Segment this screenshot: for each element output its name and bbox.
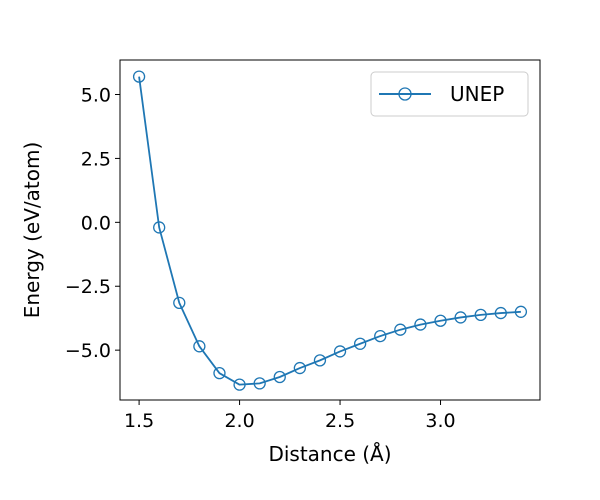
- legend-box: [370, 71, 529, 117]
- series-line: [138, 76, 521, 386]
- y-tick-label: 5.0: [81, 85, 111, 107]
- data-point: [394, 323, 407, 336]
- x-tick-label: 2.0: [224, 410, 254, 432]
- data-point: [193, 340, 206, 353]
- data-point: [474, 308, 487, 322]
- y-tick-label: 2.5: [81, 148, 111, 170]
- data-point: [414, 318, 427, 331]
- data-point: [233, 378, 246, 391]
- y-tick-label: 0.0: [81, 212, 111, 234]
- legend-marker-sample: [398, 87, 412, 101]
- x-tick-label: 3.0: [425, 410, 455, 432]
- y-axis: 5.0 2.5 0.0 −2.5 −5.0: [65, 85, 120, 362]
- legend-label: UNEP: [450, 82, 504, 106]
- data-point: [313, 354, 327, 367]
- data-point: [514, 305, 528, 318]
- data-point: [273, 370, 286, 384]
- data-point: [454, 311, 467, 324]
- y-tick-label: −2.5: [65, 276, 111, 298]
- data-point: [494, 306, 507, 320]
- x-tick-label: 2.5: [325, 410, 355, 432]
- legend: UNEP: [370, 71, 529, 117]
- y-tick-label: −5.0: [65, 340, 111, 362]
- plot-area: [132, 70, 528, 391]
- data-point: [333, 345, 347, 358]
- x-axis: 1.5 2.0 2.5 3.0: [124, 400, 456, 432]
- x-axis-label: Distance (Å): [268, 442, 391, 466]
- data-point: [434, 314, 447, 327]
- data-point: [293, 361, 307, 375]
- x-tick-label: 1.5: [124, 410, 154, 432]
- data-point: [213, 367, 226, 380]
- data-point: [353, 337, 367, 350]
- data-point: [132, 70, 146, 83]
- axes-frame: [119, 59, 541, 401]
- data-point: [253, 377, 266, 390]
- data-point: [173, 296, 186, 310]
- data-point: [374, 329, 387, 343]
- data-point: [153, 221, 166, 234]
- y-axis-label: Energy (eV/atom): [20, 142, 44, 319]
